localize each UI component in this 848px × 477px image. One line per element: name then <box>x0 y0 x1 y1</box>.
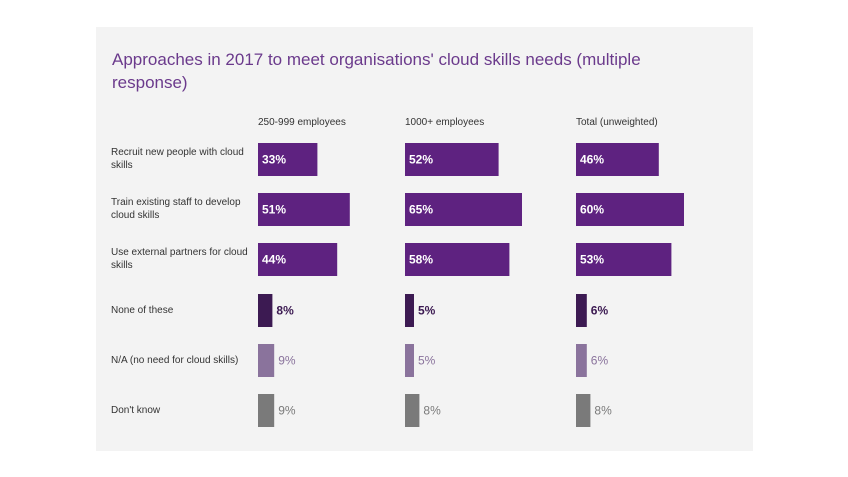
row-label-none: None of these <box>111 305 174 316</box>
bar-r3-c2 <box>576 294 587 327</box>
bar-r1-c2 <box>576 193 684 226</box>
bar-r5-c0 <box>258 394 275 427</box>
bar-r4-c2 <box>576 344 587 377</box>
bar-r1-c0 <box>258 193 350 226</box>
bar-r2-c1 <box>405 243 510 276</box>
bar-r2-c2 <box>576 243 672 276</box>
bar-value-label-r3-c2: 6% <box>591 304 609 318</box>
bar-r1-c1 <box>405 193 522 226</box>
bar-r5-c2 <box>576 394 591 427</box>
bar-value-label-r0-c1: 52% <box>409 153 433 167</box>
bar-r0-c0 <box>258 143 318 176</box>
bar-value-label-r0-c2: 46% <box>580 153 604 167</box>
bar-value-label-r4-c0: 9% <box>278 354 296 368</box>
bar-value-label-r5-c1: 8% <box>423 404 441 418</box>
bar-value-label-r1-c0: 51% <box>262 203 286 217</box>
bar-r0-c2 <box>576 143 659 176</box>
row-label-na: N/A (no need for cloud skills) <box>111 355 239 366</box>
bar-value-label-r3-c0: 8% <box>276 304 294 318</box>
chart-title: Approaches in 2017 to meet organisations… <box>112 50 641 92</box>
row-label-recruit: Recruit new people with cloud skills <box>111 147 244 171</box>
bar-r4-c0 <box>258 344 275 377</box>
bar-value-label-r5-c0: 9% <box>278 404 296 418</box>
bar-r5-c1 <box>405 394 420 427</box>
bar-r3-c1 <box>405 294 414 327</box>
bar-value-label-r5-c2: 8% <box>594 404 612 418</box>
row-label-external-partners: Use external partners for cloud skills <box>111 247 248 271</box>
bar-value-label-r2-c2: 53% <box>580 253 604 267</box>
bar-r4-c1 <box>405 344 414 377</box>
bar-value-label-r0-c0: 33% <box>262 153 286 167</box>
bar-r0-c1 <box>405 143 499 176</box>
column-header-250-999: 250-999 employees <box>258 117 346 128</box>
bar-value-label-r1-c2: 60% <box>580 203 604 217</box>
bar-r3-c0 <box>258 294 273 327</box>
bar-value-label-r2-c0: 44% <box>262 253 286 267</box>
bar-r2-c0 <box>258 243 338 276</box>
column-header-total: Total (unweighted) <box>576 117 658 128</box>
row-label-train: Train existing staff to develop cloud sk… <box>111 197 241 221</box>
row-label-dont-know: Don't know <box>111 405 161 416</box>
bar-value-label-r1-c1: 65% <box>409 203 433 217</box>
bar-value-label-r4-c2: 6% <box>591 354 609 368</box>
column-header-1000-plus: 1000+ employees <box>405 117 485 128</box>
bar-value-label-r2-c1: 58% <box>409 253 433 267</box>
chart-panel <box>96 27 753 451</box>
bar-value-label-r3-c1: 5% <box>418 304 436 318</box>
bar-value-label-r4-c1: 5% <box>418 354 436 368</box>
